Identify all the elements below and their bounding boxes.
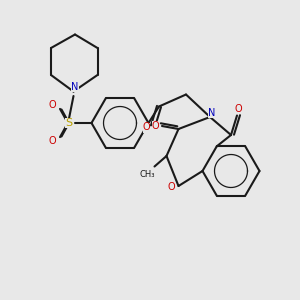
Text: S: S: [65, 118, 73, 128]
Text: O: O: [48, 136, 56, 146]
Text: O: O: [152, 121, 159, 131]
Text: O: O: [235, 104, 242, 114]
Text: N: N: [71, 82, 79, 92]
Text: O: O: [167, 182, 175, 193]
Text: O: O: [142, 122, 150, 133]
Text: N: N: [208, 107, 215, 118]
Text: O: O: [48, 100, 56, 110]
Text: CH₃: CH₃: [139, 169, 155, 178]
